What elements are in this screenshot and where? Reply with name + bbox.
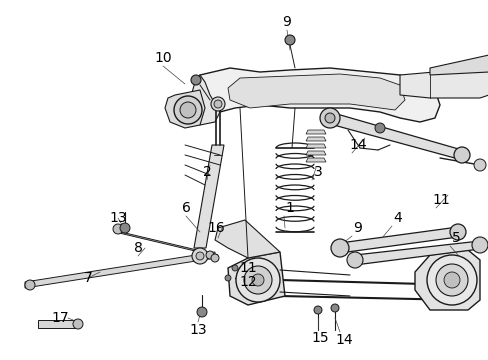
- Text: 4: 4: [393, 211, 402, 225]
- Circle shape: [426, 255, 476, 305]
- Circle shape: [244, 266, 271, 294]
- Circle shape: [285, 35, 294, 45]
- Circle shape: [319, 108, 339, 128]
- Circle shape: [443, 272, 459, 288]
- Text: 14: 14: [348, 138, 366, 152]
- Polygon shape: [305, 151, 325, 155]
- Polygon shape: [38, 320, 75, 328]
- Text: 12: 12: [239, 275, 256, 289]
- Circle shape: [346, 252, 362, 268]
- Polygon shape: [305, 130, 325, 134]
- Circle shape: [180, 102, 196, 118]
- Text: 7: 7: [83, 271, 92, 285]
- Circle shape: [471, 237, 487, 253]
- Circle shape: [214, 100, 222, 108]
- Text: 9: 9: [282, 15, 291, 29]
- Text: 13: 13: [109, 211, 126, 225]
- Polygon shape: [305, 137, 325, 141]
- Polygon shape: [227, 74, 404, 110]
- Polygon shape: [227, 252, 285, 305]
- Circle shape: [330, 239, 348, 257]
- Text: 11: 11: [239, 261, 256, 275]
- Circle shape: [210, 254, 219, 262]
- Polygon shape: [200, 68, 439, 122]
- Polygon shape: [305, 144, 325, 148]
- Circle shape: [197, 307, 206, 317]
- Polygon shape: [399, 68, 488, 98]
- Circle shape: [113, 224, 123, 234]
- Circle shape: [251, 274, 264, 286]
- Text: 2: 2: [202, 165, 211, 179]
- Circle shape: [236, 258, 280, 302]
- Circle shape: [325, 113, 334, 123]
- Polygon shape: [339, 227, 457, 253]
- Text: 11: 11: [431, 193, 449, 207]
- Text: 14: 14: [334, 333, 352, 347]
- Circle shape: [205, 251, 214, 259]
- Circle shape: [196, 252, 203, 260]
- Text: 5: 5: [451, 231, 459, 245]
- Polygon shape: [429, 55, 488, 75]
- Circle shape: [174, 96, 202, 124]
- Text: 1: 1: [285, 201, 294, 215]
- Polygon shape: [194, 145, 224, 248]
- Circle shape: [473, 159, 485, 171]
- Polygon shape: [164, 90, 204, 128]
- Polygon shape: [190, 75, 220, 125]
- Text: 6: 6: [181, 201, 190, 215]
- Polygon shape: [354, 241, 479, 265]
- Text: 13: 13: [189, 323, 206, 337]
- Polygon shape: [414, 250, 479, 310]
- Circle shape: [210, 97, 224, 111]
- Circle shape: [192, 248, 207, 264]
- Circle shape: [449, 224, 465, 240]
- Circle shape: [191, 75, 201, 85]
- Circle shape: [231, 265, 238, 271]
- Text: 10: 10: [154, 51, 171, 65]
- Circle shape: [453, 147, 469, 163]
- Text: 9: 9: [353, 221, 362, 235]
- Circle shape: [435, 264, 467, 296]
- Circle shape: [73, 319, 83, 329]
- Text: 16: 16: [207, 221, 224, 235]
- Circle shape: [313, 306, 321, 314]
- Circle shape: [374, 123, 384, 133]
- Polygon shape: [25, 252, 215, 288]
- Text: 8: 8: [133, 241, 142, 255]
- Circle shape: [330, 304, 338, 312]
- Circle shape: [120, 223, 130, 233]
- Polygon shape: [215, 220, 280, 258]
- Text: 17: 17: [51, 311, 69, 325]
- Polygon shape: [329, 112, 461, 160]
- Polygon shape: [305, 158, 325, 162]
- Circle shape: [25, 280, 35, 290]
- Polygon shape: [115, 232, 218, 255]
- Text: 15: 15: [310, 331, 328, 345]
- Text: 3: 3: [313, 165, 322, 179]
- Circle shape: [224, 275, 230, 281]
